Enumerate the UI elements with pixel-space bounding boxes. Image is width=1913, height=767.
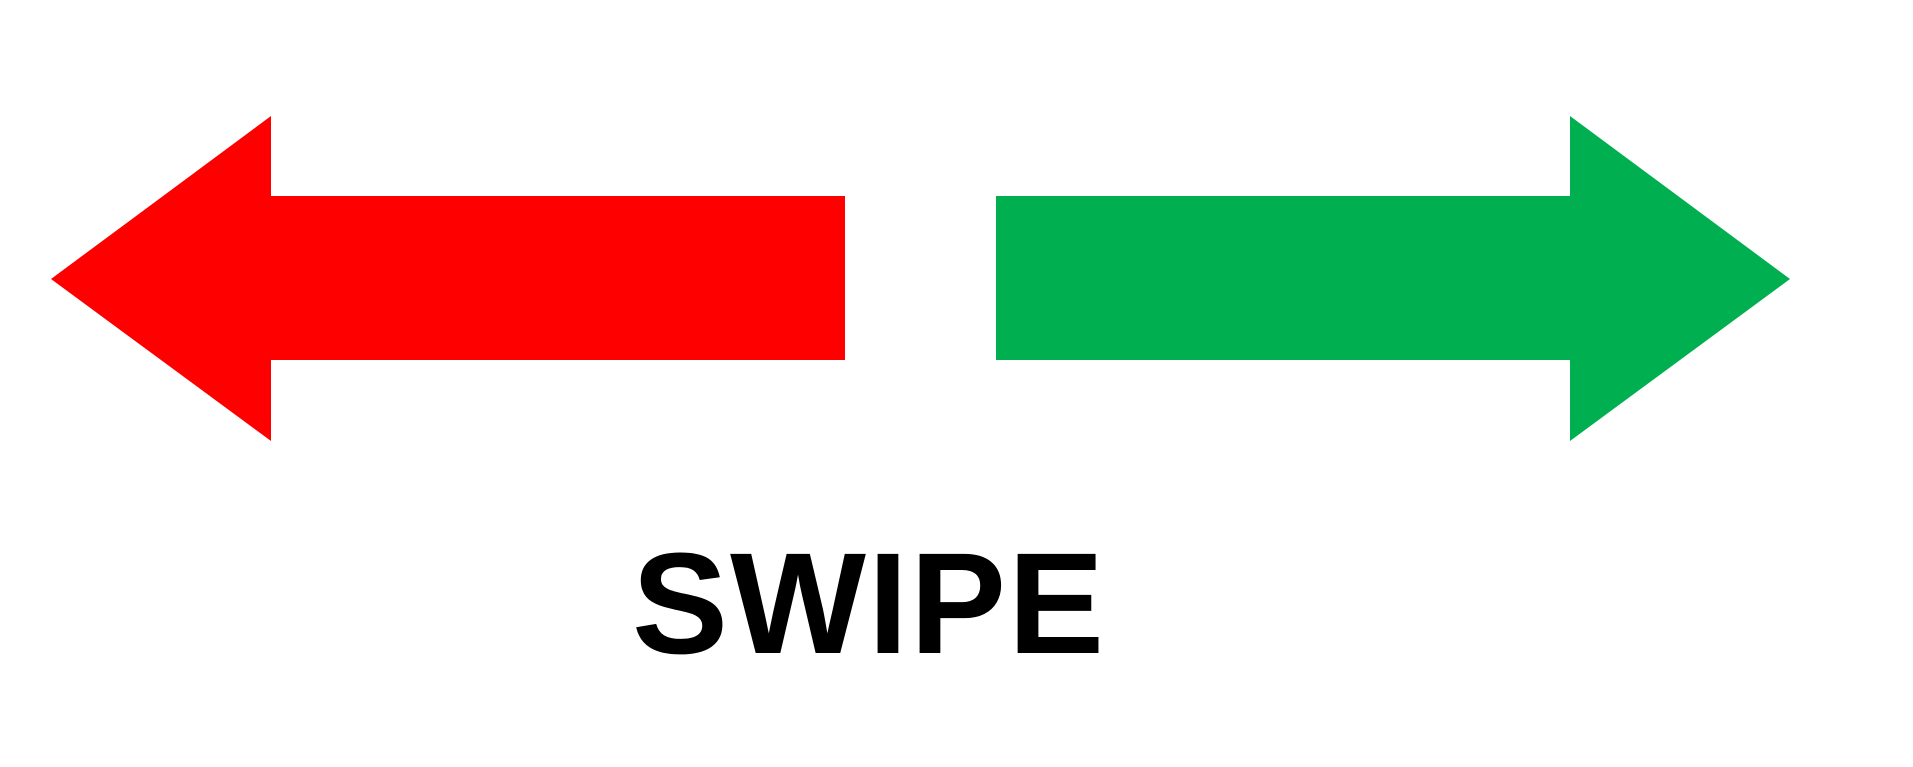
swipe-caption: SWIPE <box>632 523 1107 684</box>
arrow-right-icon <box>996 116 1790 441</box>
arrow-left-icon <box>51 116 845 441</box>
